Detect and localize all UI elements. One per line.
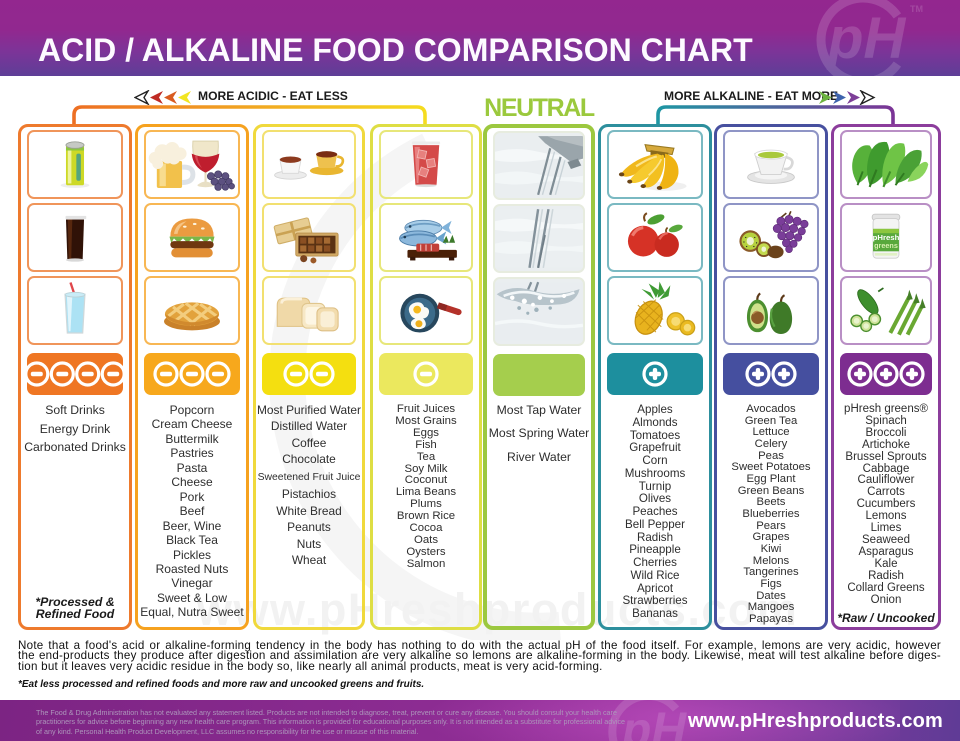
- svg-text:pH: pH: [620, 704, 687, 741]
- svg-text:greens: greens: [874, 241, 898, 250]
- svg-text:pH: pH: [826, 6, 906, 71]
- svg-text:pHresh: pHresh: [873, 233, 900, 242]
- svg-text:TM: TM: [910, 4, 923, 14]
